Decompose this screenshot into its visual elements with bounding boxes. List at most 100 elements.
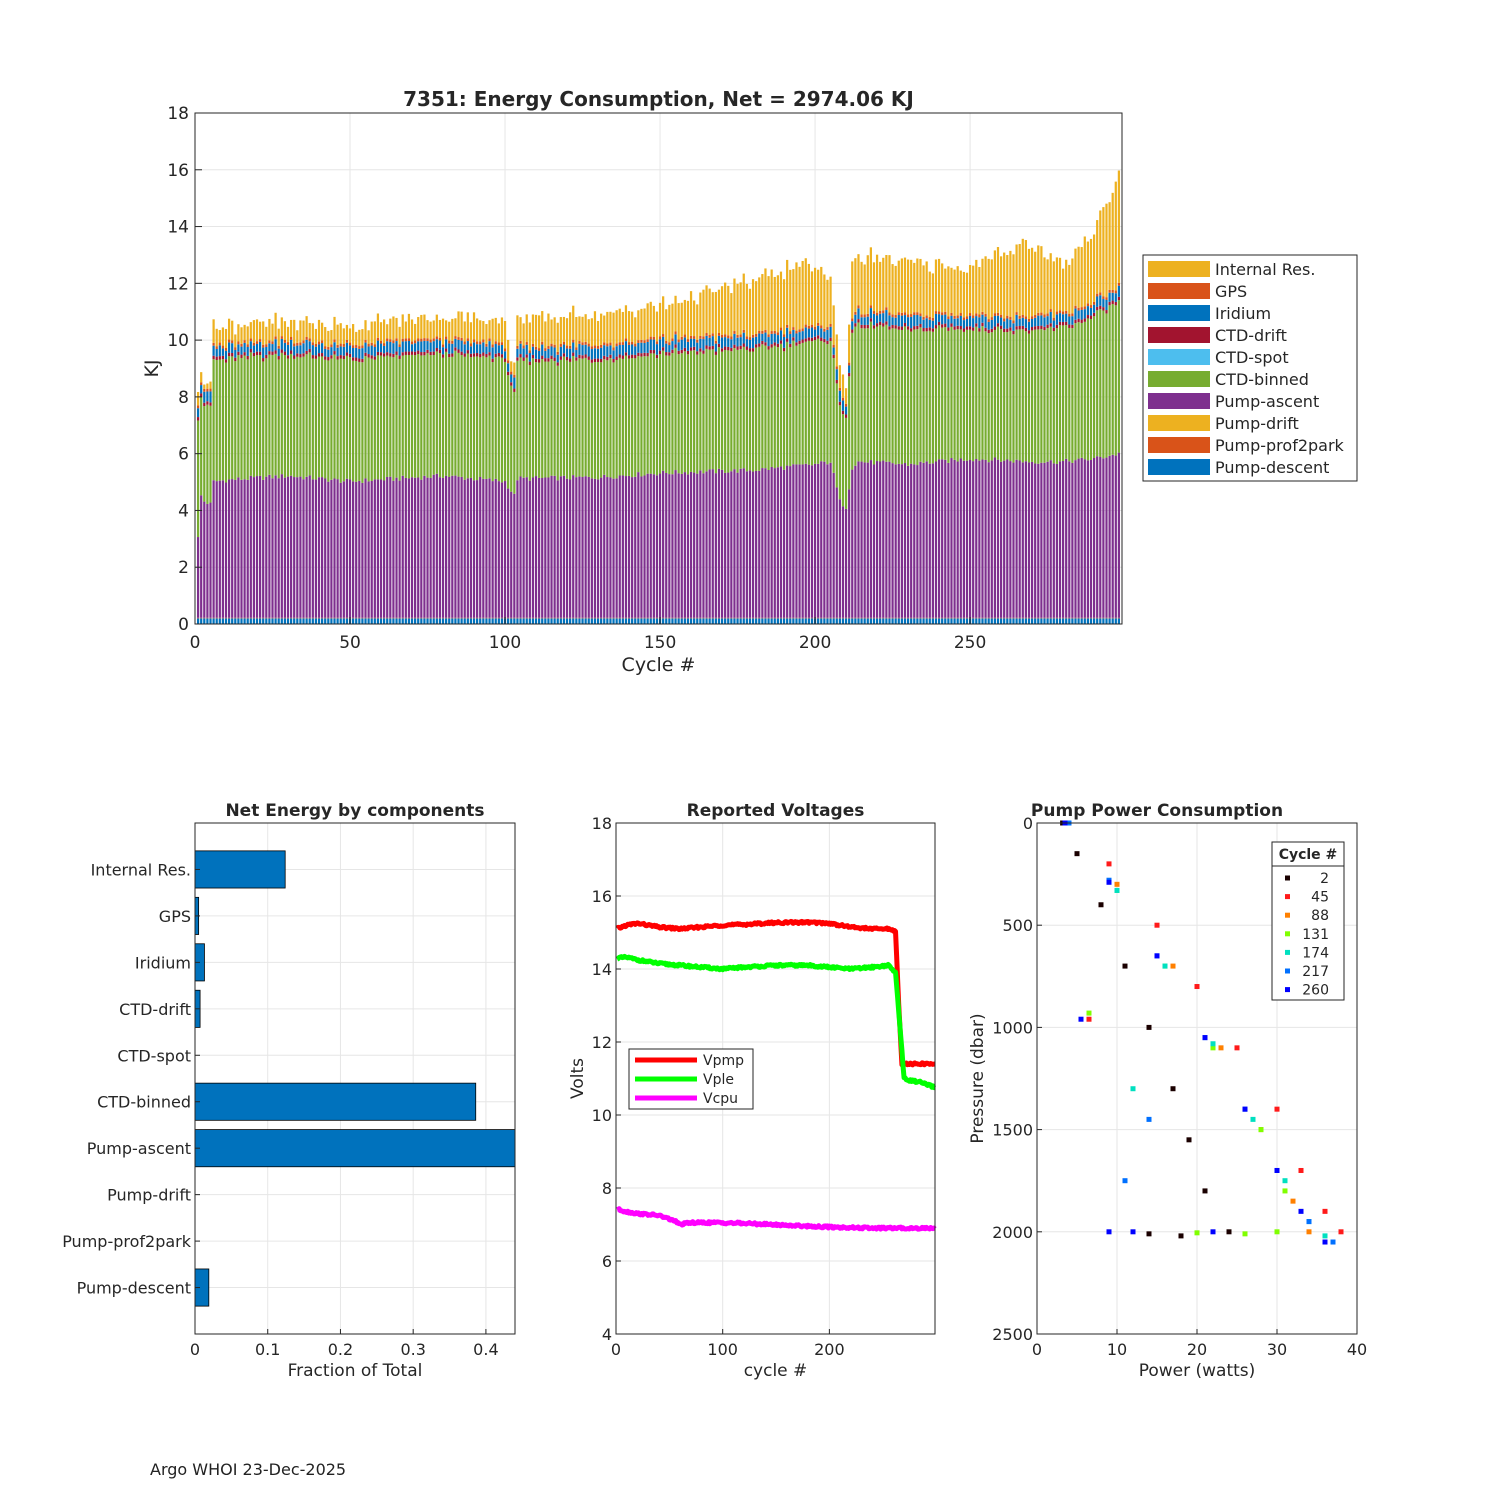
bar-internal-res <box>665 309 668 341</box>
bar-iridium <box>600 347 603 359</box>
bar-ctd-binned <box>984 331 987 460</box>
bar-pump-descent <box>810 618 814 624</box>
bar-pump-prof2park <box>1089 617 1093 619</box>
bar-iridium <box>910 316 913 329</box>
bar-pump-descent <box>1040 618 1043 624</box>
bar-gps <box>894 314 897 318</box>
bar-pump-prof2park <box>767 617 770 619</box>
bar-pump-descent <box>640 618 643 624</box>
bar-pump-ascent <box>581 476 584 618</box>
bar-ctd-binned <box>469 357 473 478</box>
bar-ctd-binned <box>581 358 584 477</box>
bar-iridium <box>1027 321 1031 331</box>
bar-ctd-drift <box>705 345 708 349</box>
bar-ctd-drift <box>773 342 776 346</box>
bar-pump-ascent <box>466 478 469 618</box>
bar-pump-descent <box>612 618 615 624</box>
bar-gps <box>457 337 460 340</box>
bar-ctd-drift <box>451 353 454 357</box>
bar-pump-prof2park <box>280 617 283 619</box>
bar-internal-res <box>947 266 950 317</box>
bar-internal-res <box>417 317 420 339</box>
bar-internal-res <box>668 304 671 343</box>
bar-ctd-drift <box>503 358 507 362</box>
bar-pump-prof2park <box>779 617 783 619</box>
bar-pump-descent <box>355 618 358 624</box>
bar-pump-descent <box>593 618 597 624</box>
bar-ctd-binned <box>438 353 442 478</box>
bar-pump-prof2park <box>1102 617 1105 619</box>
bar-pump-prof2park <box>851 617 854 619</box>
bar-gps <box>262 344 265 348</box>
bar-iridium <box>634 346 637 355</box>
bar-ctd-binned <box>848 376 851 490</box>
bar-pump-descent <box>999 618 1003 624</box>
bar-ctd-binned <box>231 356 234 480</box>
bar-pump-ascent <box>203 501 206 618</box>
bar-pump-ascent <box>875 461 879 618</box>
bar-internal-res <box>507 339 510 361</box>
bar-pump-descent <box>559 618 562 624</box>
bar-ctd-drift <box>640 353 643 357</box>
bar-internal-res <box>748 288 752 338</box>
bar-ctd-binned <box>590 362 593 479</box>
bar-pump-descent <box>262 618 265 624</box>
bar-gps <box>438 337 442 341</box>
bar-pump-descent <box>289 618 293 624</box>
bar-ctd-binned <box>1065 325 1068 459</box>
bar-pump-ascent <box>379 479 383 618</box>
bar-gps <box>308 338 311 342</box>
bar-ctd-drift <box>221 355 225 360</box>
bar-ctd-drift <box>1099 305 1102 310</box>
bar-pump-descent <box>708 618 711 624</box>
bar-gps <box>538 348 541 351</box>
bar-internal-res <box>1105 203 1108 298</box>
bar-pump-ascent <box>510 491 513 618</box>
bar-ctd-drift <box>364 352 367 357</box>
bar-iridium <box>420 341 423 353</box>
bar-pump-prof2park <box>705 617 708 619</box>
bar-iridium <box>410 344 414 352</box>
bar-pump-descent <box>801 618 804 624</box>
bar-pump-ascent <box>627 475 631 618</box>
bar-ctd-binned <box>578 358 581 477</box>
bar-internal-res <box>466 312 469 339</box>
bar-pump-prof2park <box>906 617 910 619</box>
bar-pump-descent <box>1021 618 1024 624</box>
bar-iridium <box>373 347 376 357</box>
bar-ctd-drift <box>810 337 814 342</box>
bar-pump-ascent <box>311 479 314 618</box>
bar-iridium <box>956 318 959 326</box>
bar-pump-descent <box>758 618 761 624</box>
bar-iridium <box>751 337 755 349</box>
bar-iridium <box>330 347 333 356</box>
bar-pump-descent <box>255 618 259 624</box>
bar-ctd-drift <box>782 347 786 352</box>
bar-ctd-drift <box>708 346 711 350</box>
bar-pump-ascent <box>789 466 792 618</box>
bar-ctd-drift <box>339 355 342 359</box>
pump-point <box>1322 1208 1328 1214</box>
bar-internal-res <box>652 305 655 337</box>
bar-gps <box>398 344 401 347</box>
bar-iridium <box>993 315 996 327</box>
bar-pump-ascent <box>336 479 339 618</box>
bar-pump-ascent <box>361 482 364 618</box>
bar-pump-descent <box>538 618 541 624</box>
bar-iridium <box>987 321 990 330</box>
pump-point <box>1106 861 1112 867</box>
bar-iridium <box>823 331 826 339</box>
bar-pump-prof2park <box>956 617 959 619</box>
bar-ctd-drift <box>218 356 221 360</box>
bar-ctd-binned <box>559 359 562 477</box>
bar-pump-descent <box>835 618 838 624</box>
bar-gps <box>293 343 296 347</box>
bar-gps <box>562 341 566 345</box>
bar-ctd-binned <box>1040 329 1043 463</box>
bar-internal-res <box>789 269 792 332</box>
bar-iridium <box>262 347 265 359</box>
bar-internal-res <box>1089 238 1093 306</box>
bar-ctd-binned <box>370 358 373 481</box>
